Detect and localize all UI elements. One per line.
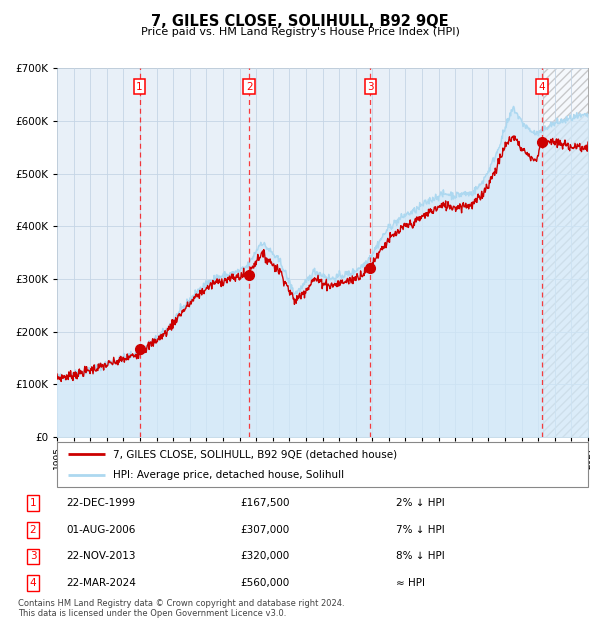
Text: 22-DEC-1999: 22-DEC-1999: [66, 498, 135, 508]
Text: HPI: Average price, detached house, Solihull: HPI: Average price, detached house, Soli…: [113, 469, 344, 480]
Text: £307,000: £307,000: [240, 525, 289, 535]
Text: 4: 4: [539, 82, 545, 92]
Text: 2: 2: [246, 82, 253, 92]
Text: 01-AUG-2006: 01-AUG-2006: [66, 525, 136, 535]
Text: 1: 1: [136, 82, 143, 92]
Polygon shape: [543, 68, 588, 437]
Text: 8% ↓ HPI: 8% ↓ HPI: [396, 551, 445, 562]
FancyBboxPatch shape: [57, 442, 588, 487]
Text: 4: 4: [29, 578, 37, 588]
Text: £167,500: £167,500: [240, 498, 290, 508]
Text: Contains HM Land Registry data © Crown copyright and database right 2024.
This d: Contains HM Land Registry data © Crown c…: [18, 599, 344, 618]
Text: ≈ HPI: ≈ HPI: [396, 578, 425, 588]
Text: 3: 3: [367, 82, 374, 92]
Text: 3: 3: [29, 551, 37, 562]
Text: 7% ↓ HPI: 7% ↓ HPI: [396, 525, 445, 535]
Text: 2% ↓ HPI: 2% ↓ HPI: [396, 498, 445, 508]
Text: £560,000: £560,000: [240, 578, 289, 588]
Text: £320,000: £320,000: [240, 551, 289, 562]
Text: 7, GILES CLOSE, SOLIHULL, B92 9QE: 7, GILES CLOSE, SOLIHULL, B92 9QE: [151, 14, 449, 29]
Text: 2: 2: [29, 525, 37, 535]
Text: 22-NOV-2013: 22-NOV-2013: [66, 551, 136, 562]
Text: 22-MAR-2024: 22-MAR-2024: [66, 578, 136, 588]
Text: 1: 1: [29, 498, 37, 508]
Text: Price paid vs. HM Land Registry's House Price Index (HPI): Price paid vs. HM Land Registry's House …: [140, 27, 460, 37]
Text: 7, GILES CLOSE, SOLIHULL, B92 9QE (detached house): 7, GILES CLOSE, SOLIHULL, B92 9QE (detac…: [113, 449, 397, 459]
